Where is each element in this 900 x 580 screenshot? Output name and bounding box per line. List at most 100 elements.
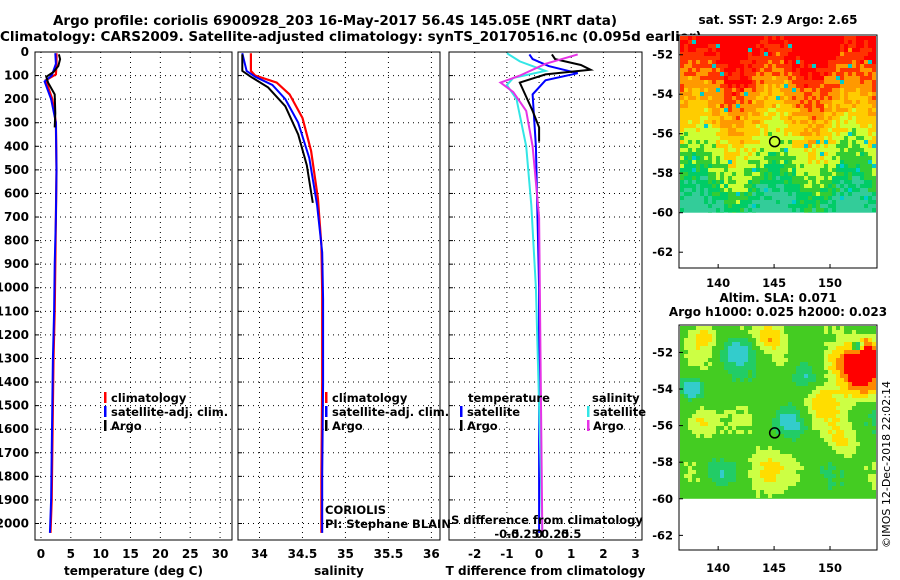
y-tick-label-13: 1300 — [0, 351, 29, 365]
x-tick-label-2-0: -2 — [468, 547, 481, 561]
x-tick-label-2-4: 2 — [599, 547, 607, 561]
secondary-tick-label-1: -0.25 — [506, 527, 539, 541]
y-tick-label-6: 600 — [4, 186, 29, 200]
y-tick-label-3: 300 — [4, 116, 29, 130]
series-line-1-0 — [249, 53, 324, 533]
legend-entry-1-1: satellite-adj. clim. — [332, 405, 449, 419]
y-tick-label-9: 900 — [4, 257, 29, 271]
y-tick-label-2: 200 — [4, 92, 29, 106]
legend-swatch-0-2 — [104, 420, 107, 431]
x-tick-label-2-1: -1 — [500, 547, 513, 561]
x-tick-label-1-2: 35 — [337, 547, 354, 561]
series-line-1-2 — [241, 54, 314, 204]
sst-y-tick-label-3: -58 — [652, 166, 673, 180]
sla-y-tick-label-1: -54 — [652, 382, 673, 396]
sla-y-tick-label-2: -56 — [652, 419, 673, 433]
x-tick-label-1-4: 36 — [423, 547, 440, 561]
series-line-2-0 — [528, 53, 578, 533]
x-tick-label-0-2: 10 — [92, 547, 109, 561]
sla-heatmap — [680, 326, 876, 499]
sla-map-title-1: Altim. SLA: 0.071 — [719, 291, 836, 305]
y-tick-label-20: 2000 — [0, 516, 29, 530]
x-tick-label-0-0: 0 — [37, 547, 45, 561]
sst-map-title: sat. SST: 2.9 Argo: 2.65 — [698, 13, 857, 27]
sst-argo-marker — [768, 135, 781, 148]
y-tick-label-10: 1000 — [0, 281, 29, 295]
sst-y-tick-label-1: -54 — [652, 87, 673, 101]
legend-entry-1-0: climatology — [332, 391, 408, 405]
sst-x-tick-label-2: 150 — [818, 276, 842, 290]
series-line-2-3 — [498, 53, 578, 533]
sst-y-tick-label-2: -56 — [652, 127, 673, 141]
y-tick-label-19: 1900 — [0, 493, 29, 507]
y-tick-label-14: 1400 — [0, 375, 29, 389]
imos-credit: ©IMOS 12-Dec-2018 22:02:14 — [880, 381, 893, 548]
sst-y-tick-label-0: -52 — [652, 48, 673, 62]
sla-y-tick-label-3: -58 — [652, 455, 673, 469]
secondary-tick-label-0: -0.5 — [494, 527, 519, 541]
x-tick-label-1-0: 34 — [251, 547, 268, 561]
x-tick-label-0-5: 25 — [182, 547, 199, 561]
secondary-axis-label: S difference from climatology — [451, 513, 643, 527]
sla-x-tick-label-0: 140 — [706, 561, 730, 575]
legend-swatch-0-1 — [104, 406, 107, 417]
y-tick-label-0: 0 — [21, 45, 29, 59]
y-tick-label-16: 1600 — [0, 422, 29, 436]
legend-entry-0-1: satellite-adj. clim. — [111, 405, 228, 419]
sla-y-tick-label-0: -52 — [652, 345, 673, 359]
legend-swatch-1-1 — [325, 406, 328, 417]
series-line-0-2 — [45, 54, 62, 128]
x-tick-label-2-2: 0 — [535, 547, 543, 561]
annotation-institution: CORIOLIS — [325, 503, 386, 517]
legend-entry-1-2: Argo — [332, 419, 363, 433]
series-line-2-1 — [518, 53, 595, 142]
legend-swatch-t-1 — [460, 420, 463, 431]
sla-map-title-2: Argo h1000: 0.025 h2000: 0.023 — [669, 305, 887, 319]
legend-entry-s-1: Argo — [593, 419, 624, 433]
y-tick-label-18: 1800 — [0, 469, 29, 483]
legend-entry-0-0: climatology — [111, 391, 187, 405]
annotation-pi: PI: Stephane BLAIN — [325, 517, 451, 531]
sla-y-tick-label-5: -62 — [652, 528, 673, 542]
panel-frame-2 — [448, 51, 643, 541]
secondary-tick-label-4: 0.5 — [561, 527, 581, 541]
x-tick-label-1-3: 35.5 — [374, 547, 404, 561]
sla-x-tick-label-2: 150 — [818, 561, 842, 575]
x-tick-label-0-1: 5 — [67, 547, 75, 561]
sst-y-tick-label-4: -60 — [652, 206, 673, 220]
x-tick-label-0-6: 30 — [212, 547, 229, 561]
plot-title-line1: Argo profile: coriolis 6900928_203 16-Ma… — [52, 13, 618, 29]
y-tick-label-5: 500 — [4, 163, 29, 177]
sst-y-tick-label-5: -62 — [652, 245, 673, 259]
legend-swatch-s-1 — [587, 420, 590, 431]
series-line-0-1 — [43, 53, 58, 533]
sla-argo-marker — [768, 427, 781, 439]
sst-x-tick-label-0: 140 — [706, 276, 730, 290]
legend-swatch-1-2 — [325, 420, 328, 431]
legend-swatch-0-0 — [104, 392, 107, 403]
x-tick-label-1-1: 34.5 — [288, 547, 318, 561]
secondary-tick-label-2: 0 — [535, 527, 543, 541]
plot-title-line2: Climatology: CARS2009. Satellite-adjuste… — [0, 29, 702, 45]
x-tick-label-2-3: 1 — [567, 547, 575, 561]
sla-x-tick-label-1: 145 — [762, 561, 786, 575]
legend-entry-0-2: Argo — [111, 419, 142, 433]
series-line-1-1 — [241, 52, 325, 533]
panel-frame-0 — [34, 51, 233, 541]
secondary-tick-label-3: 0.25 — [541, 527, 569, 541]
legend-title-salinity: salinity — [592, 391, 640, 405]
sla-y-tick-label-4: -60 — [652, 492, 673, 506]
legend-entry-s-0: satellite — [593, 405, 646, 419]
y-tick-label-17: 1700 — [0, 446, 29, 460]
panel-frame-1 — [237, 51, 441, 541]
x-tick-label-0-3: 15 — [122, 547, 139, 561]
y-tick-label-7: 700 — [4, 210, 29, 224]
sst-heatmap — [680, 36, 876, 213]
y-tick-label-1: 100 — [4, 69, 29, 83]
x-tick-label-0-4: 20 — [152, 547, 169, 561]
y-tick-label-12: 1200 — [0, 328, 29, 342]
x-tick-label-2-5: 3 — [631, 547, 639, 561]
y-tick-label-4: 400 — [4, 139, 29, 153]
x-axis-label-1: salinity — [314, 564, 364, 578]
